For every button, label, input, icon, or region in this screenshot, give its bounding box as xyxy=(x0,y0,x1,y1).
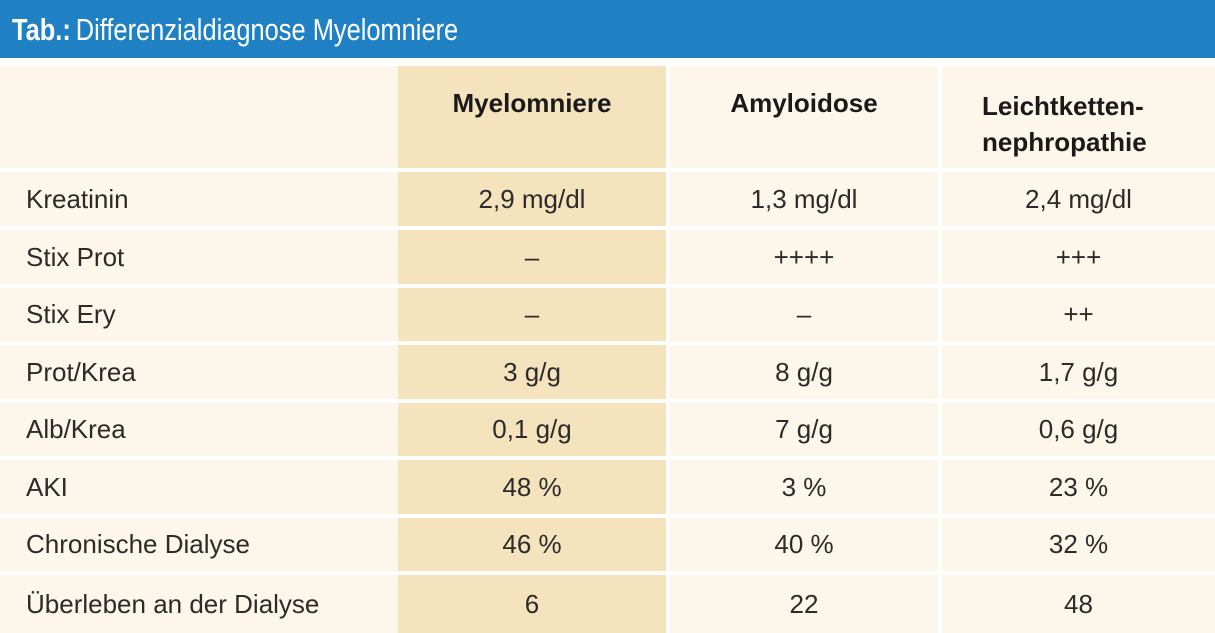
cell-myelomniere: 46 % xyxy=(398,518,666,571)
header-leichtketten-line2: nephropathie xyxy=(982,127,1147,157)
row-label: Kreatinin xyxy=(26,183,129,214)
cell-myelomniere: 48 % xyxy=(398,460,666,514)
row-label: AKI xyxy=(26,471,68,502)
column-divider xyxy=(938,172,942,226)
table-row: Kreatinin 2,9 mg/dl 1,3 mg/dl 2,4 mg/dl xyxy=(0,172,1215,230)
row-label: Alb/Krea xyxy=(26,414,126,444)
cell-amyloidose: 22 xyxy=(789,588,819,619)
table-row: Chronische Dialyse 46 % 40 % 32 % xyxy=(0,518,1215,575)
column-divider xyxy=(666,460,670,514)
table-title-bar: Tab.: Differenzialdiagnose Myelomniere xyxy=(0,0,1215,58)
column-divider xyxy=(938,288,942,341)
cell-leichtketten: 1,7 g/g xyxy=(1038,356,1119,387)
cell-amyloidose: 3 % xyxy=(781,471,827,502)
row-label: Stix Prot xyxy=(26,241,125,272)
header-leichtketten-line1: Leichtketten- xyxy=(982,91,1144,121)
cell-myelomniere: 0,1 g/g xyxy=(398,403,666,456)
column-divider xyxy=(666,172,670,226)
row-label: Stix Ery xyxy=(26,299,116,329)
table-row: Alb/Krea 0,1 g/g 7 g/g 0,6 g/g xyxy=(0,403,1215,460)
column-divider xyxy=(666,230,670,284)
column-divider xyxy=(666,575,670,633)
table-row: Stix Prot – ++++ +++ xyxy=(0,230,1215,288)
column-divider xyxy=(666,403,670,456)
cell-myelomniere: 6 xyxy=(398,575,666,633)
cell-amyloidose: 1,3 mg/dl xyxy=(750,183,858,214)
table-row: Überleben an der Dialyse 6 22 48 xyxy=(0,575,1215,633)
column-divider xyxy=(938,230,942,284)
header-cell-leichtketten: Leichtketten- nephropathie xyxy=(942,66,1215,168)
row-label: Prot/Krea xyxy=(26,356,136,387)
cell-leichtketten: 2,4 mg/dl xyxy=(1025,183,1132,214)
column-divider xyxy=(666,288,670,341)
table-title: Tab.: Differenzialdiagnose Myelomniere xyxy=(12,12,458,48)
cell-leichtketten: +++ xyxy=(1055,241,1102,272)
cell-amyloidose: 8 g/g xyxy=(775,356,833,387)
cell-leichtketten: 32 % xyxy=(1048,529,1109,559)
table-title-text: Differenzialdiagnose Myelomniere xyxy=(75,12,459,47)
column-divider xyxy=(938,518,942,571)
cell-leichtketten: 23 % xyxy=(1048,471,1109,502)
cell-amyloidose: – xyxy=(796,299,812,329)
row-label: Chronische Dialyse xyxy=(26,529,250,559)
cell-leichtketten: 0,6 g/g xyxy=(1038,414,1119,444)
cell-leichtketten: ++ xyxy=(1063,299,1094,329)
header-cell-myelomniere: Myelomniere xyxy=(398,66,666,168)
cell-myelomniere: – xyxy=(398,230,666,284)
cell-amyloidose: ++++ xyxy=(773,241,835,272)
column-divider xyxy=(938,575,942,633)
header-cell-amyloidose: Amyloidose xyxy=(730,88,878,118)
row-label: Überleben an der Dialyse xyxy=(26,588,320,619)
diagnosis-table: Myelomniere Amyloidose Leichtketten- nep… xyxy=(0,66,1215,633)
header-cell-empty xyxy=(0,66,398,168)
column-divider xyxy=(938,345,942,399)
column-divider xyxy=(666,66,670,168)
table-title-prefix: Tab.: xyxy=(12,12,71,47)
cell-myelomniere: 2,9 mg/dl xyxy=(398,172,666,226)
cell-myelomniere: – xyxy=(398,288,666,341)
table-row: Prot/Krea 3 g/g 8 g/g 1,7 g/g xyxy=(0,345,1215,403)
cell-leichtketten: 48 xyxy=(1064,588,1093,619)
column-divider xyxy=(938,66,942,168)
cell-myelomniere: 3 g/g xyxy=(398,345,666,399)
column-divider xyxy=(666,518,670,571)
table-header-row: Myelomniere Amyloidose Leichtketten- nep… xyxy=(0,66,1215,172)
column-divider xyxy=(938,460,942,514)
cell-amyloidose: 7 g/g xyxy=(775,414,833,444)
cell-amyloidose: 40 % xyxy=(774,529,834,559)
column-divider xyxy=(666,345,670,399)
table-row: AKI 48 % 3 % 23 % xyxy=(0,460,1215,518)
table-row: Stix Ery – – ++ xyxy=(0,288,1215,345)
column-divider xyxy=(938,403,942,456)
